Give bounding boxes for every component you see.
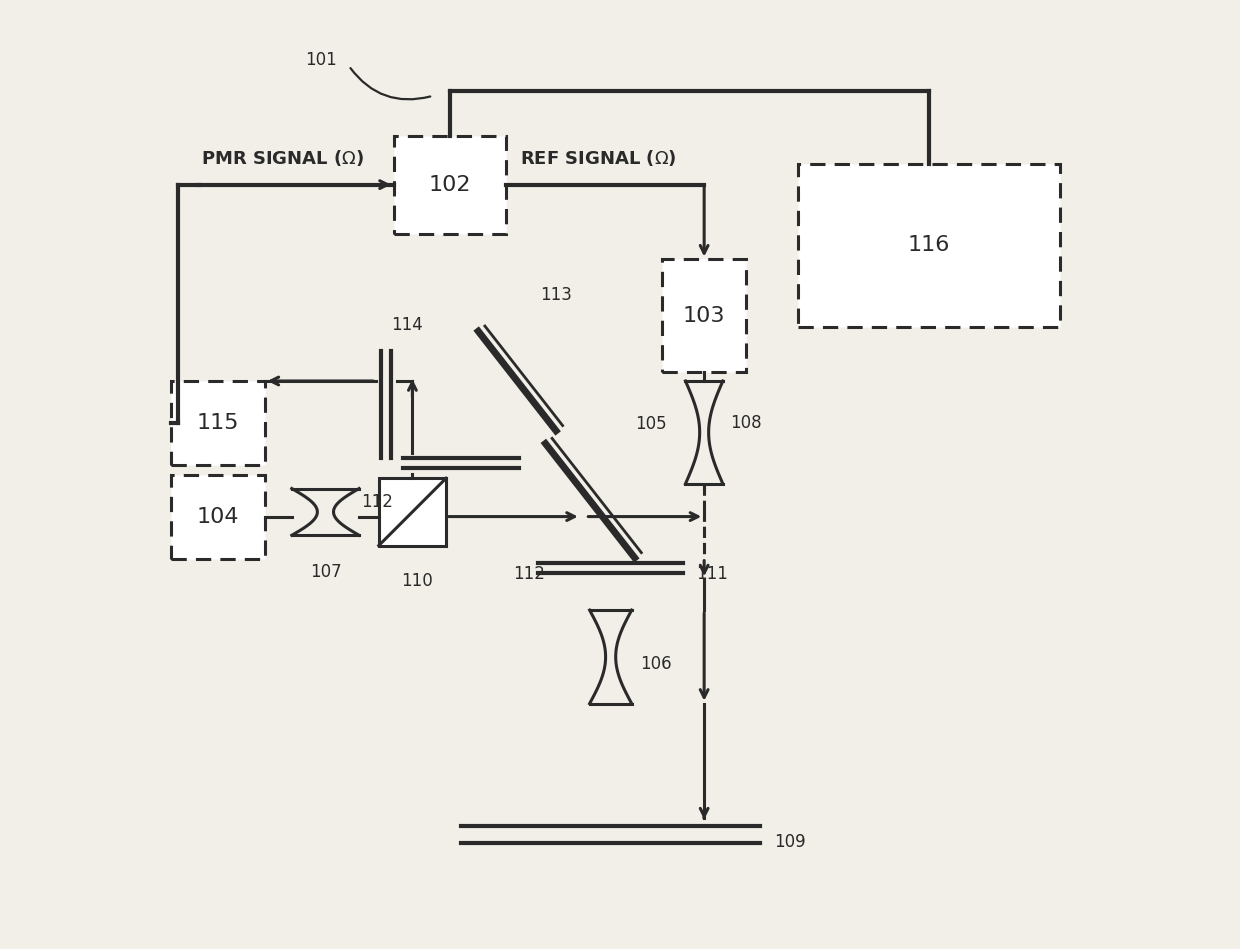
Text: 102: 102 (429, 175, 471, 195)
Text: 106: 106 (641, 656, 672, 674)
Text: 115: 115 (197, 413, 239, 433)
Text: 110: 110 (402, 571, 433, 589)
Bar (662, 259, 746, 372)
Bar (394, 136, 506, 233)
Text: 103: 103 (683, 306, 725, 326)
Text: 116: 116 (908, 235, 950, 255)
Bar (797, 163, 1059, 327)
Text: 107: 107 (310, 564, 341, 582)
Text: REF SIGNAL ($\Omega$): REF SIGNAL ($\Omega$) (520, 148, 677, 168)
Bar (171, 381, 264, 465)
Text: 109: 109 (774, 833, 806, 851)
Text: PMR SIGNAL ($\Omega$): PMR SIGNAL ($\Omega$) (201, 148, 365, 168)
Text: 112: 112 (361, 493, 393, 512)
Text: 105: 105 (635, 416, 667, 434)
Bar (378, 478, 446, 546)
Text: 108: 108 (730, 414, 761, 432)
Text: 111: 111 (696, 565, 728, 583)
Text: 113: 113 (541, 287, 573, 305)
Bar (171, 474, 264, 559)
Text: 114: 114 (391, 316, 423, 334)
Text: 112: 112 (513, 566, 546, 584)
Text: 104: 104 (197, 507, 239, 527)
Text: 101: 101 (305, 51, 336, 69)
